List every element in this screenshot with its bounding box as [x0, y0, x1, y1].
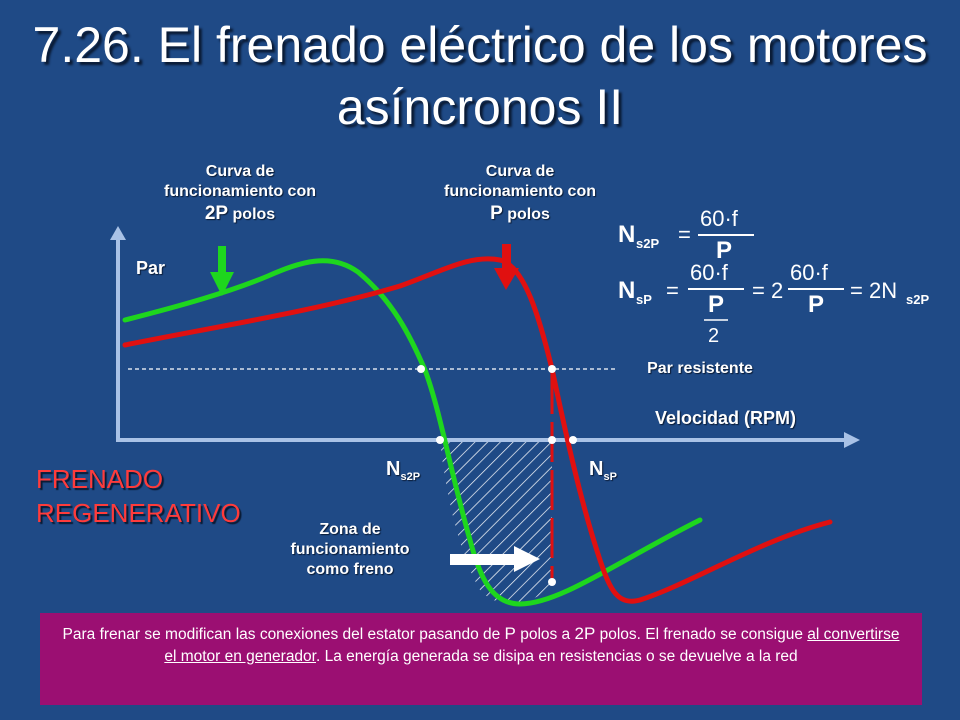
frenado-line1: FRENADO	[36, 464, 164, 494]
explanation-part3: polos. El frenado se consigue	[595, 626, 808, 643]
formula2-den: P	[708, 291, 724, 318]
formula1-num: 60·f	[700, 206, 739, 231]
frenado-regenerativo-label: FRENADO REGENERATIVO	[36, 462, 241, 530]
formula1-sub: s2P	[636, 236, 659, 251]
explanation-part1: Para frenar se modifican las conexiones …	[62, 626, 505, 643]
label-curve-p-line3: P polos	[410, 204, 630, 225]
label-p-bold: P	[490, 203, 503, 224]
page-title: 7.26. El frenado eléctrico de los motore…	[32, 17, 928, 135]
formula2-sub: sP	[636, 292, 652, 307]
formula2-n: N	[618, 277, 635, 304]
frenado-line2: REGENERATIVO	[36, 498, 241, 528]
formula2-eq: =	[666, 278, 679, 303]
velocidad-label: Velocidad (RPM)	[655, 408, 797, 428]
nsp-n: N	[589, 458, 604, 480]
arrow-2p-icon	[210, 246, 234, 296]
formula2-num2: 60·f	[790, 260, 829, 285]
explanation-2p: 2P	[574, 624, 596, 643]
point-nsp	[569, 436, 577, 444]
label-p-polos: polos	[507, 206, 550, 223]
formula2-den3: P	[808, 291, 824, 318]
formula1-n: N	[618, 221, 635, 248]
point-green-load	[417, 365, 425, 373]
formula2-sub2: s2P	[906, 292, 929, 307]
explanation-p: P	[504, 624, 516, 643]
ns2p-n: N	[386, 458, 401, 480]
y-axis-arrow	[110, 226, 126, 240]
label-curve-p: Curva de funcionamiento con P polos	[410, 162, 630, 225]
point-ns2p-cross	[548, 436, 556, 444]
nsp-sub: sP	[603, 471, 617, 483]
explanation-underlined: al convertirse el motor en generador	[164, 626, 900, 665]
nsp-label: NsP	[589, 458, 617, 483]
label-2p-bold: 2P	[204, 203, 229, 224]
curve-2p	[122, 258, 703, 607]
arrow-p-icon	[494, 244, 519, 290]
ns2p-sub: s2P	[400, 471, 421, 483]
ns2p-label: Ns2P	[386, 458, 420, 483]
point-red-load	[548, 365, 556, 373]
formula1-den: P	[716, 237, 732, 264]
label-curve-2p-line2: funcionamiento con	[164, 183, 316, 200]
point-brake	[548, 578, 556, 586]
label-curve-p-line1: Curva de	[485, 163, 555, 180]
zona-line3: como freno	[306, 561, 394, 578]
zona-freno-label: Zona de funcionamiento como freno	[270, 520, 430, 580]
label-curve-p-line2: funcionamiento con	[444, 183, 596, 200]
label-curve-2p: Curva de funcionamiento con 2P polos	[130, 162, 350, 225]
x-axis-arrow	[844, 432, 860, 448]
explanation-box: Para frenar se modifican las conexiones …	[40, 613, 922, 705]
explanation-part2: polos a	[515, 626, 575, 643]
formula1-eq: =	[678, 222, 691, 247]
zona-line2: funcionamiento	[290, 541, 410, 558]
formula2-den2: 2	[708, 325, 719, 347]
formula2-num: 60·f	[690, 260, 729, 285]
explanation-part4: . La energía generada se disipa en resis…	[315, 648, 798, 665]
formula2-eq2: = 2	[752, 278, 783, 303]
label-curve-2p-line1: Curva de	[205, 163, 275, 180]
zona-line1: Zona de	[319, 521, 381, 538]
label-2p-polos: polos	[232, 206, 276, 223]
label-curve-2p-line3: 2P polos	[130, 204, 350, 225]
par-resistente-label: Par resistente	[647, 360, 753, 377]
braking-zone-arrow-icon	[450, 546, 540, 572]
point-ns2p	[436, 436, 444, 444]
par-label: Par	[136, 258, 166, 278]
formula2-eq3: = 2N	[850, 278, 897, 303]
